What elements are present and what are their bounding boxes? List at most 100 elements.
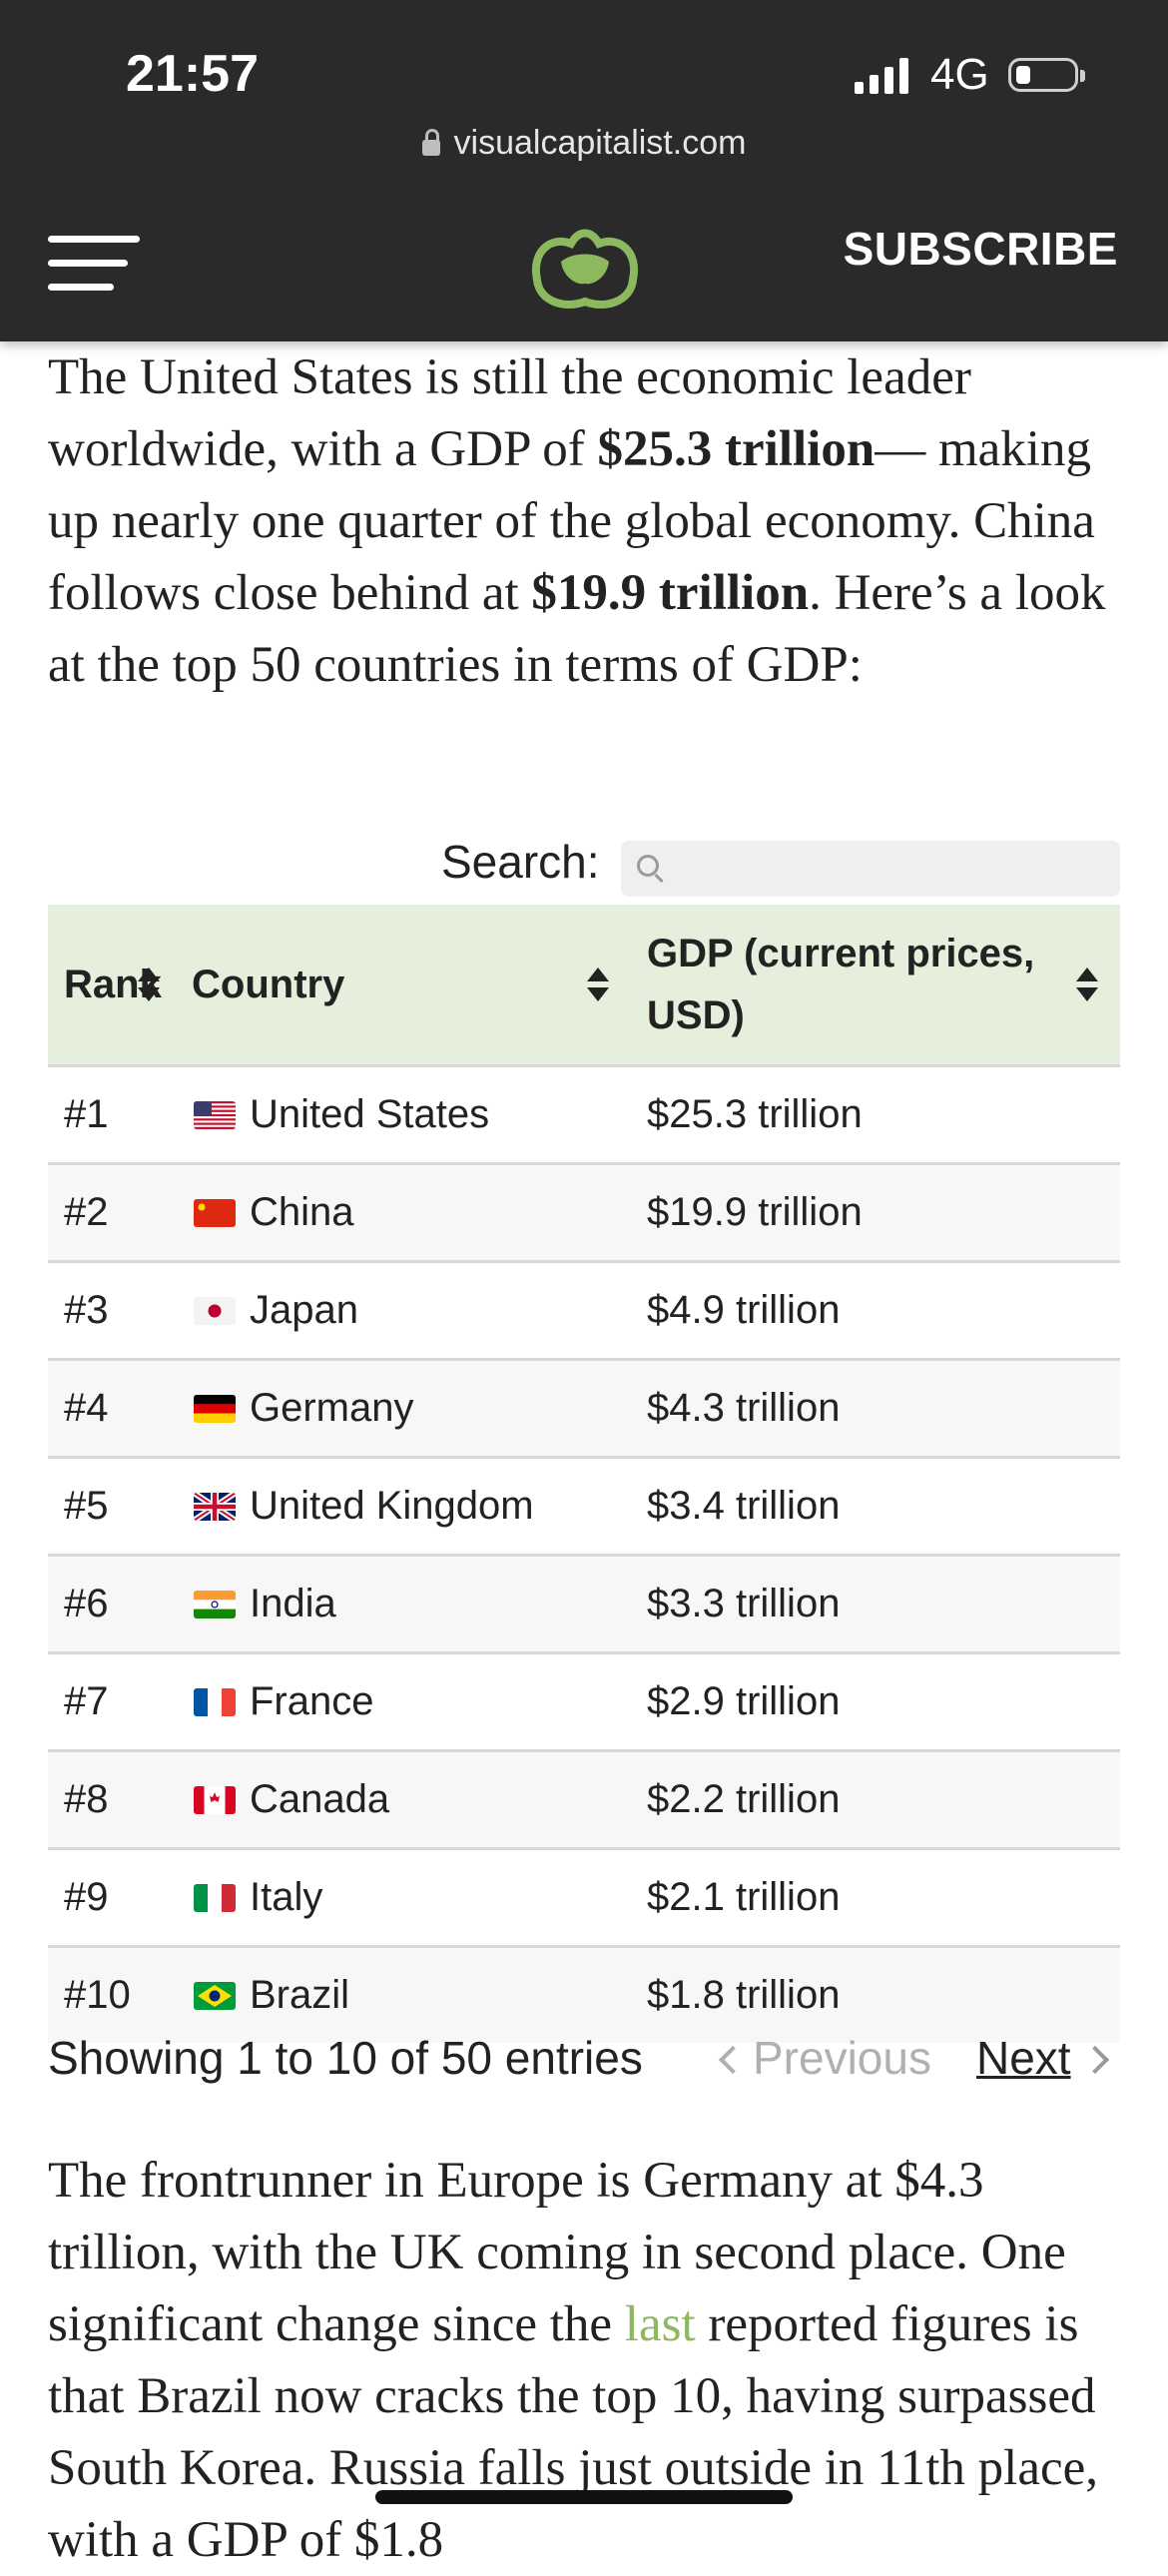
rank-cell: #5 (64, 1484, 109, 1528)
us-gdp-highlight: $25.3 trillion (597, 421, 876, 477)
search-icon (637, 855, 659, 877)
status-time: 21:57 (126, 45, 259, 103)
rank-cell: #6 (64, 1582, 109, 1625)
country-name: China (250, 1190, 354, 1234)
rank-cell: #8 (64, 1777, 109, 1821)
table-pagination: Showing 1 to 10 of 50 entries Previous N… (48, 2023, 1120, 2089)
search-input[interactable] (621, 841, 1120, 897)
gdp-cell: $2.2 trillion (647, 1777, 841, 1821)
gdp-cell: $3.4 trillion (647, 1484, 841, 1528)
gdp-cell: $3.3 trillion (647, 1582, 841, 1625)
hamburger-menu-icon[interactable] (48, 236, 140, 296)
country-cell: Germany (194, 1361, 414, 1456)
country-cell: United Kingdom (194, 1459, 534, 1554)
outro-text-2: reported figures is that Brazil now crac… (48, 2296, 1098, 2568)
lock-icon (421, 129, 440, 156)
country-cell: China (194, 1165, 354, 1260)
rank-cell: #2 (64, 1190, 109, 1234)
network-type: 4G (930, 50, 989, 99)
next-button[interactable]: Next (976, 2031, 1109, 2085)
top-bar: 21:57 4G visualcapitalist.com SUBSCRIBE (0, 0, 1168, 341)
rank-cell: #1 (64, 1092, 109, 1136)
previous-label: Previous (753, 2032, 931, 2084)
next-label: Next (976, 2032, 1071, 2084)
table-row: #4 Germany $4.3 trillion (48, 1358, 1120, 1456)
country-name: Germany (250, 1386, 414, 1430)
previous-button[interactable]: Previous (718, 2031, 931, 2085)
gdp-table: Rank Country GDP (current prices, USD) #… (48, 905, 1120, 2043)
table-row: #3 Japan $4.9 trillion (48, 1260, 1120, 1358)
header-gdp[interactable]: GDP (current prices, USD) (647, 905, 1046, 1064)
sort-rank-icon[interactable] (138, 967, 160, 1001)
search-label: Search: (441, 836, 600, 888)
table-row: #6 India $3.3 trillion (48, 1554, 1120, 1651)
header-country-label: Country (192, 962, 345, 1006)
home-indicator[interactable] (375, 2490, 793, 2504)
chevron-left-icon (718, 2045, 748, 2075)
country-name: Canada (250, 1777, 390, 1821)
intro-text-1: The United States is still the economic … (48, 349, 971, 477)
country-cell: Italy (194, 1850, 322, 1945)
rank-cell: #7 (64, 1679, 109, 1723)
table-search: Search: (48, 829, 1120, 899)
intro-paragraph: The United States is still the economic … (48, 341, 1120, 701)
url-bar[interactable]: visualcapitalist.com (0, 124, 1168, 163)
japan-flag-icon (194, 1296, 236, 1325)
table-row: #5 United Kingdom $3.4 trillion (48, 1456, 1120, 1554)
table-header: Rank Country GDP (current prices, USD) (48, 905, 1120, 1064)
sort-country-icon[interactable] (587, 967, 609, 1001)
site-logo-icon[interactable] (527, 222, 643, 312)
gdp-cell: $2.1 trillion (647, 1875, 841, 1919)
gdp-cell: $2.9 trillion (647, 1679, 841, 1723)
outro-paragraph: The frontrunner in Europe is Germany at … (48, 2145, 1120, 2576)
brazil-flag-icon (194, 1981, 236, 2010)
canada-flag-icon (194, 1785, 236, 1814)
table-row: #7 France $2.9 trillion (48, 1651, 1120, 1749)
country-name: United States (250, 1092, 490, 1136)
us-flag-icon (194, 1100, 236, 1129)
gdp-cell: $19.9 trillion (647, 1190, 863, 1234)
table-row: #1 United States $25.3 trillion (48, 1064, 1120, 1162)
china-flag-icon (194, 1198, 236, 1227)
gdp-cell: $4.9 trillion (647, 1288, 841, 1332)
signal-icon (855, 58, 908, 94)
country-cell: France (194, 1654, 374, 1749)
pagination-info: Showing 1 to 10 of 50 entries (48, 2032, 643, 2084)
country-cell: Japan (194, 1263, 358, 1358)
country-cell: Brazil (194, 1948, 349, 2043)
intro-text-3: . Here’s a look at the top 50 countries … (48, 565, 1106, 693)
germany-flag-icon (194, 1394, 236, 1423)
rank-cell: #10 (64, 1973, 131, 2017)
india-flag-icon (194, 1590, 236, 1618)
rank-cell: #3 (64, 1288, 109, 1332)
article-content: The United States is still the economic … (48, 341, 1120, 701)
gdp-cell: $25.3 trillion (647, 1092, 863, 1136)
country-name: India (250, 1582, 336, 1625)
france-flag-icon (194, 1687, 236, 1716)
intro-text-2: — making up nearly one quarter of the gl… (48, 421, 1095, 621)
country-name: Japan (250, 1288, 358, 1332)
battery-icon (1008, 58, 1085, 92)
country-cell: United States (194, 1067, 489, 1162)
country-cell: India (194, 1557, 336, 1651)
country-cell: Canada (194, 1752, 389, 1847)
china-gdp-highlight: $19.9 trillion (531, 565, 810, 621)
gdp-cell: $4.3 trillion (647, 1386, 841, 1430)
table-row: #10 Brazil $1.8 trillion (48, 1945, 1120, 2043)
chevron-right-icon (1080, 2045, 1109, 2075)
country-name: France (250, 1679, 374, 1723)
header-country[interactable]: Country (192, 905, 344, 1064)
table-row: #2 China $19.9 trillion (48, 1162, 1120, 1260)
country-name: Italy (250, 1875, 323, 1919)
last-link[interactable]: last (624, 2296, 696, 2352)
rank-cell: #9 (64, 1875, 109, 1919)
gdp-cell: $1.8 trillion (647, 1973, 841, 2017)
table-row: #9 Italy $2.1 trillion (48, 1847, 1120, 1945)
italy-flag-icon (194, 1883, 236, 1912)
subscribe-button[interactable]: SUBSCRIBE (843, 223, 1118, 275)
sort-gdp-icon[interactable] (1076, 967, 1098, 1001)
uk-flag-icon (194, 1492, 236, 1521)
outro-text-1: The frontrunner in Europe is Germany at … (48, 2153, 1066, 2352)
url-text: visualcapitalist.com (453, 124, 747, 162)
country-name: United Kingdom (250, 1484, 534, 1528)
